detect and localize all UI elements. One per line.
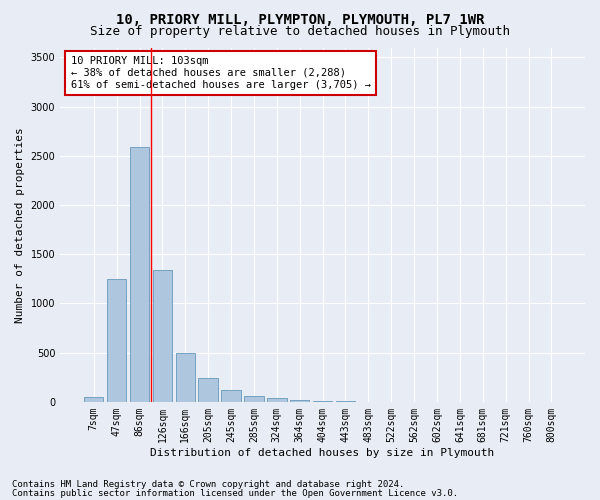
X-axis label: Distribution of detached houses by size in Plymouth: Distribution of detached houses by size … — [151, 448, 495, 458]
Bar — [152, 270, 172, 402]
Bar — [221, 390, 241, 402]
Bar — [107, 279, 127, 402]
Bar — [244, 396, 263, 402]
Bar — [84, 397, 103, 402]
Y-axis label: Number of detached properties: Number of detached properties — [15, 127, 25, 322]
Bar — [176, 352, 195, 402]
Bar — [313, 401, 332, 402]
Bar — [199, 378, 218, 402]
Text: Size of property relative to detached houses in Plymouth: Size of property relative to detached ho… — [90, 25, 510, 38]
Bar — [130, 147, 149, 402]
Text: Contains public sector information licensed under the Open Government Licence v3: Contains public sector information licen… — [12, 488, 458, 498]
Text: Contains HM Land Registry data © Crown copyright and database right 2024.: Contains HM Land Registry data © Crown c… — [12, 480, 404, 489]
Bar — [267, 398, 287, 402]
Bar — [290, 400, 310, 402]
Text: 10 PRIORY MILL: 103sqm
← 38% of detached houses are smaller (2,288)
61% of semi-: 10 PRIORY MILL: 103sqm ← 38% of detached… — [71, 56, 371, 90]
Text: 10, PRIORY MILL, PLYMPTON, PLYMOUTH, PL7 1WR: 10, PRIORY MILL, PLYMPTON, PLYMOUTH, PL7… — [116, 12, 484, 26]
